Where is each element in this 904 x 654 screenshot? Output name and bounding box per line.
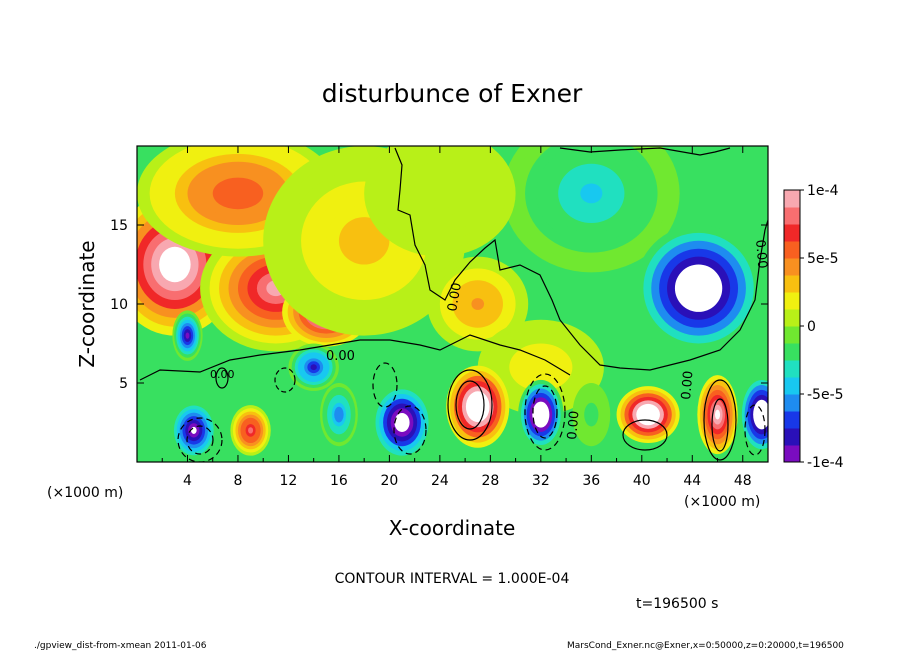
x-tick-label: 16 — [330, 473, 348, 489]
field-blob — [532, 361, 549, 374]
colorbar-swatch — [784, 224, 800, 242]
y-tick-label: 10 — [110, 297, 128, 313]
x-tick-label: 32 — [532, 473, 550, 489]
x-axis: 4 8 12 16 20 24 28 32 36 40 44 48 — [161, 146, 752, 489]
colorbar-swatch — [784, 309, 800, 327]
zero-contour-lower — [139, 334, 571, 381]
colorbar-swatch — [784, 343, 800, 361]
contour-ring — [622, 419, 668, 451]
contour-labels: 0.00 0.00 0.00 0.00 0.00 0.00 — [210, 239, 769, 440]
contour-ring — [447, 369, 493, 441]
colorbar-swatch — [784, 190, 800, 208]
contour-ring — [744, 404, 766, 456]
contour-ring — [703, 379, 737, 461]
x-tick-label: 40 — [633, 473, 651, 489]
contour-ring — [524, 373, 566, 451]
field-blob — [166, 255, 183, 274]
contour-ring — [177, 417, 223, 462]
field-blob — [225, 185, 251, 202]
y-tick-label: 5 — [119, 376, 128, 392]
field-blob — [398, 417, 406, 428]
colorbar-swatch — [784, 445, 800, 463]
field-blob — [538, 410, 544, 419]
field-blob — [336, 410, 342, 419]
zero-contour-main — [394, 147, 768, 371]
contour-label: 0.00 — [752, 239, 769, 269]
contour-label: 0.00 — [445, 282, 465, 313]
contour-ring — [215, 367, 229, 389]
footer-right: MarsCond_Exner.nc@Exner,x=0:50000,z=0:20… — [567, 641, 844, 651]
footer-left: ./gpview_dist-from-xmean 2011-01-06 — [34, 641, 207, 651]
x-tick-label: 48 — [734, 473, 752, 489]
colorbar-swatch — [784, 411, 800, 429]
contour-layer — [139, 147, 768, 462]
x-tick-label: 8 — [233, 473, 242, 489]
x-axis-label: X-coordinate — [389, 516, 516, 540]
x-unit-left: (×1000 m) — [47, 485, 123, 501]
x-tick-label: 28 — [481, 473, 499, 489]
field-blob — [588, 410, 594, 419]
x-tick-label: 44 — [683, 473, 701, 489]
zero-contour-top — [559, 147, 731, 156]
colorbar-swatch — [784, 326, 800, 344]
contour-label: 0.00 — [565, 410, 582, 440]
colorbar-swatch — [784, 360, 800, 378]
x-tick-label: 36 — [582, 473, 600, 489]
colorbar-tick-label: 1e-4 — [807, 183, 839, 199]
field-blob — [351, 228, 377, 253]
colorbar-tick-label: 5e-5 — [807, 251, 838, 267]
field-layer — [137, 146, 768, 461]
plot-area: 0.00 0.00 0.00 0.00 0.00 0.00 — [137, 146, 769, 462]
contour-interval: CONTOUR INTERVAL = 1.000E-04 — [335, 571, 570, 587]
field-blob — [471, 298, 485, 310]
field-blob — [185, 332, 190, 339]
x-tick-label: 20 — [380, 473, 398, 489]
colorbar-labels: 1e-4 5e-5 0 -5e-5 -1e-4 — [800, 183, 844, 471]
x-unit-right: (×1000 m) — [684, 494, 760, 510]
y-tick-label: 15 — [110, 218, 128, 234]
contour-ring — [372, 362, 398, 408]
colorbar-tick-label: -5e-5 — [807, 387, 844, 403]
field-blob — [190, 426, 197, 434]
field-blob — [714, 409, 721, 420]
field-blob — [690, 280, 707, 297]
field-blob — [644, 411, 653, 419]
y-axis-label: Z-coordinate — [75, 240, 99, 367]
x-tick-label: 12 — [280, 473, 298, 489]
time-label: t=196500 s — [636, 596, 718, 612]
contour-label: 0.00 — [679, 370, 696, 400]
colorbar-swatch — [784, 377, 800, 395]
chart-title: disturbunce of Exner — [322, 79, 583, 108]
colorbar-swatch — [784, 207, 800, 225]
field-blob — [310, 364, 317, 371]
field-blob — [248, 427, 254, 434]
colorbar-tick-label: 0 — [807, 319, 816, 335]
colorbar-swatches — [784, 190, 800, 463]
contour-ring — [274, 367, 296, 393]
contour-label: 0.00 — [210, 368, 235, 381]
contour-ring — [393, 405, 427, 455]
colorbar: 1e-4 5e-5 0 -5e-5 -1e-4 — [783, 183, 844, 471]
y-axis: 5 10 15 — [110, 218, 768, 392]
contour-ring — [532, 385, 558, 439]
field-blob — [430, 185, 450, 202]
colorbar-swatch — [784, 428, 800, 446]
colorbar-swatch — [784, 241, 800, 259]
colorbar-swatch — [784, 292, 800, 310]
field-blob — [580, 183, 603, 204]
contour-ring — [455, 380, 485, 430]
colorbar-swatch — [784, 275, 800, 293]
colorbar-swatch — [784, 258, 800, 276]
x-tick-label: 4 — [183, 473, 192, 489]
colorbar-swatch — [784, 394, 800, 412]
field-blob — [473, 401, 482, 412]
contour-ring — [186, 425, 214, 455]
contour-label: 0.00 — [326, 349, 355, 364]
x-tick-label: 24 — [431, 473, 449, 489]
colorbar-tick-label: -1e-4 — [807, 455, 844, 471]
contour-ring — [711, 398, 729, 452]
